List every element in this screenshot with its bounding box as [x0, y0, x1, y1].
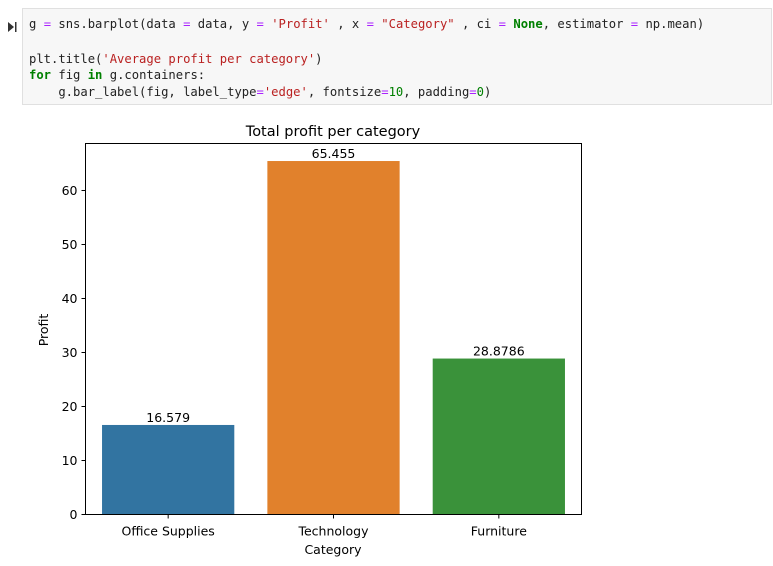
y-axis-label: Profit — [36, 314, 51, 347]
x-tick-label: Furniture — [471, 524, 527, 539]
code-token: 'edge' — [263, 85, 308, 99]
code-token: = — [469, 85, 477, 99]
bar-office-supplies — [102, 424, 235, 515]
y-tick-label: 40 — [62, 291, 78, 306]
code-token: fig — [51, 68, 88, 82]
code-token: np.mean) — [638, 17, 705, 31]
code-token: = — [381, 85, 389, 99]
code-token: ) — [315, 52, 323, 66]
code-token: sns.barplot(data — [51, 17, 184, 31]
code-token: None — [513, 17, 543, 31]
bar-furniture — [432, 358, 565, 515]
y-tick-label: 10 — [62, 453, 78, 468]
bar-chart: Total profit per category 16.579 65.455 28… — [36, 124, 582, 557]
code-token: 10 — [388, 85, 404, 99]
code-token: = — [256, 85, 264, 99]
bar-technology — [267, 161, 400, 515]
code-token: , padding — [403, 85, 470, 99]
code-token: , ci — [454, 17, 499, 31]
x-axis-label: Category — [304, 542, 362, 557]
code-token: 0 — [476, 85, 484, 99]
y-tick-label: 30 — [62, 345, 78, 360]
y-tick-label: 0 — [70, 507, 78, 522]
code-token: = — [366, 17, 374, 31]
code-line: for fig in g.containers: — [29, 67, 205, 83]
y-tick-label: 20 — [62, 399, 78, 414]
chart-title: Total profit per category — [245, 124, 421, 140]
code-line: g = sns.barplot(data = data, y = 'Profit… — [29, 16, 704, 32]
code-token: = — [498, 17, 507, 31]
y-tick-label: 50 — [62, 237, 78, 252]
code-line: plt.title('Average profit per category') — [29, 51, 323, 67]
y-tick-label: 60 — [62, 183, 78, 198]
bar-value-label: 28.8786 — [473, 344, 525, 359]
code-token: for — [29, 68, 52, 82]
code-token: = — [630, 17, 639, 31]
run-cell-icon[interactable] — [7, 18, 17, 32]
code-token: in — [87, 68, 103, 82]
code-token: g.containers: — [102, 68, 206, 82]
code-token: = — [43, 17, 52, 31]
x-tick-label: Technology — [297, 524, 369, 539]
code-token: plt.title( — [29, 52, 103, 66]
code-token: "Category" — [381, 17, 455, 31]
code-token: = — [183, 17, 191, 31]
code-token: ) — [483, 85, 492, 99]
code-token: , x — [329, 17, 367, 31]
code-token: , fontsize — [307, 85, 382, 99]
bar-value-label: 16.579 — [146, 410, 190, 425]
plot-frame — [85, 143, 582, 515]
code-token: = — [256, 17, 264, 31]
code-cell[interactable]: g = sns.barplot(data = data, y = 'Profit… — [22, 8, 772, 105]
code-token: , estimator — [542, 17, 631, 31]
x-tick-label: Office Supplies — [121, 524, 214, 539]
code-line: g.bar_label(fig, label_type='edge', font… — [29, 84, 491, 100]
code-token: 'Profit' — [271, 17, 330, 31]
bar-value-label: 65.455 — [312, 146, 356, 161]
code-token: data, y — [190, 17, 257, 31]
code-token: 'Average profit per category' — [102, 52, 316, 66]
code-token: g.bar_label(fig, label_type — [29, 85, 257, 99]
code-token: g — [29, 17, 44, 31]
